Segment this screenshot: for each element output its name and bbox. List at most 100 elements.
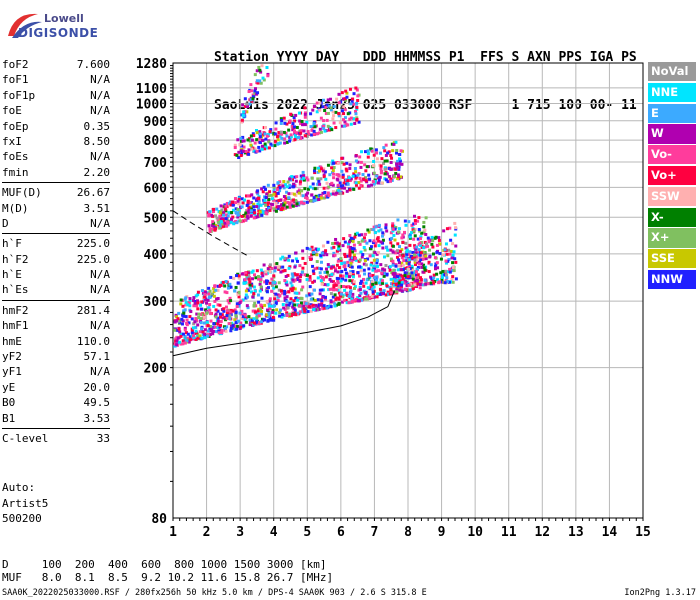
y-tick-label: 700 — [144, 156, 168, 171]
echo-point — [302, 304, 306, 308]
echo-point — [449, 238, 453, 242]
echo-point — [289, 281, 293, 285]
echo-point — [318, 182, 322, 186]
echo-point — [208, 303, 212, 307]
x-tick-label: 8 — [404, 525, 412, 540]
echo-point — [363, 272, 367, 276]
echo-point — [338, 181, 342, 185]
echo-point — [379, 292, 383, 296]
echo-point — [190, 317, 194, 321]
echo-point — [226, 214, 230, 218]
echo-point — [207, 286, 211, 290]
echo-point — [377, 269, 381, 273]
echo-point — [331, 169, 335, 173]
echo-point — [276, 265, 280, 269]
echo-point — [210, 227, 214, 231]
echo-point — [271, 310, 275, 314]
echo-point — [259, 278, 263, 282]
echo-point — [332, 265, 336, 269]
echo-point — [223, 290, 227, 294]
echo-point — [183, 341, 187, 345]
echo-point — [311, 186, 315, 190]
echo-point — [365, 294, 369, 298]
echo-point — [342, 162, 346, 166]
param-row: foF1 N/A — [2, 72, 110, 87]
echo-point — [264, 137, 268, 141]
echo-point — [357, 240, 361, 244]
echo-point — [349, 264, 353, 268]
echo-point — [400, 236, 404, 240]
echo-point — [389, 248, 393, 252]
echo-point — [328, 173, 332, 177]
echo-point — [393, 279, 397, 283]
echo-point — [326, 263, 330, 267]
echo-point — [252, 134, 256, 138]
echo-point — [225, 213, 229, 217]
echo-point — [352, 298, 356, 302]
echo-point — [196, 323, 200, 327]
echo-point — [331, 110, 335, 114]
echo-point — [355, 297, 359, 301]
echo-point — [337, 174, 341, 178]
echo-point — [421, 270, 425, 274]
echo-point — [235, 211, 239, 215]
echo-point — [239, 323, 243, 327]
echo-point — [310, 133, 314, 137]
echo-point — [343, 186, 347, 190]
echo-point — [322, 127, 326, 131]
echo-point — [205, 311, 209, 315]
echo-point — [199, 317, 203, 321]
echo-point — [209, 319, 213, 323]
param-value: N/A — [90, 216, 110, 230]
echo-point — [292, 299, 296, 303]
echo-point — [320, 299, 324, 303]
echo-point — [291, 185, 295, 189]
echo-point — [273, 297, 277, 301]
echo-point — [369, 263, 373, 267]
echo-point — [243, 318, 247, 322]
echo-point — [336, 178, 340, 182]
echo-point — [260, 309, 264, 313]
echo-point — [363, 232, 367, 236]
echo-point — [375, 275, 379, 279]
echo-point — [365, 278, 369, 282]
echo-point — [298, 182, 302, 186]
echo-point — [358, 155, 362, 159]
echo-point — [351, 117, 355, 121]
echo-point — [340, 300, 344, 304]
echo-point — [422, 220, 426, 224]
echo-point — [273, 144, 277, 148]
echo-point — [181, 304, 185, 308]
echo-point — [315, 198, 319, 202]
echo-point — [233, 143, 237, 147]
echo-point — [222, 307, 226, 311]
echo-point — [204, 308, 208, 312]
header-label: Station — [214, 50, 269, 65]
echo-point — [444, 259, 448, 263]
echo-point — [295, 175, 299, 179]
echo-point — [249, 143, 253, 147]
echo-point — [231, 208, 235, 212]
echo-point — [258, 141, 262, 145]
param-value: 110.0 — [76, 334, 110, 348]
echo-point — [260, 187, 264, 191]
echo-point — [349, 177, 353, 181]
echo-point — [446, 280, 450, 284]
echo-point — [343, 252, 347, 256]
echo-point — [260, 144, 264, 148]
echo-point — [278, 310, 282, 314]
echo-point — [198, 330, 202, 334]
echo-point — [216, 220, 220, 224]
echo-point — [345, 274, 349, 278]
echo-point — [216, 316, 220, 320]
echo-point — [293, 133, 297, 137]
echo-point — [234, 201, 238, 205]
echo-point — [418, 237, 422, 241]
echo-point — [249, 83, 253, 87]
echo-point — [408, 243, 412, 247]
echo-point — [235, 153, 239, 157]
echo-point — [357, 120, 361, 124]
echo-point — [372, 228, 376, 232]
echo-point — [183, 334, 187, 338]
echo-point — [268, 307, 272, 311]
